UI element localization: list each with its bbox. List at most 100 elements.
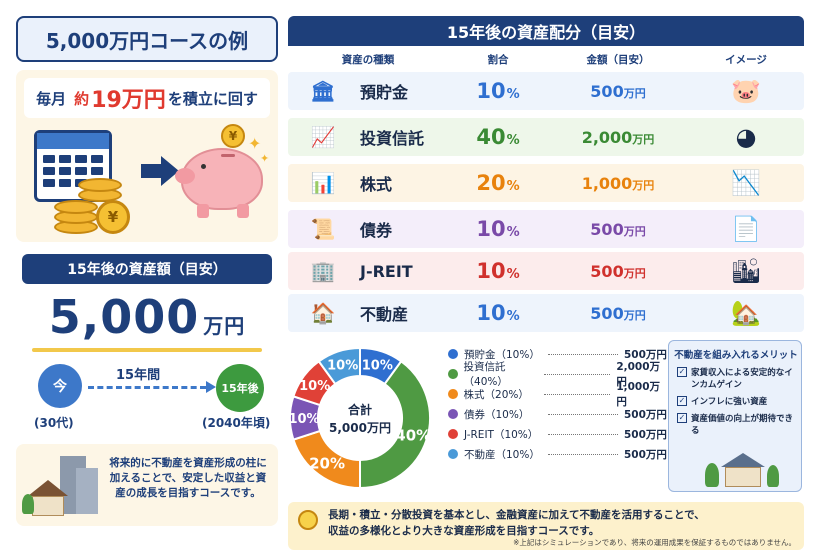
bank-icon: 🏛: [310, 79, 336, 103]
allocation-row: 🏢 J-REIT 10% 500万円 🏙: [288, 252, 804, 290]
monthly-contribution-panel: 毎月 約 19万円 を積立に回す ¥ ¥ ✦ ✦: [16, 70, 278, 242]
asset-amount: 2,000: [581, 127, 633, 147]
legend-label: 預貯金（10%）: [464, 348, 540, 361]
footer-line-1: 長期・積立・分散投資を基本とし、金融資産に加えて不動産を活用することで、: [328, 509, 705, 521]
asset-target-panel: 15年後の資産額（目安） 5,000 万円 今 15年間 15年後 (30代) (…: [16, 250, 278, 436]
asset-ratio-cell: 40%: [448, 125, 548, 149]
footer-line-2: 収益の多様化とより大きな資産形成を目指すコースです。: [328, 525, 600, 537]
check-icon: ✓: [677, 413, 687, 423]
legend-leader: [543, 393, 611, 395]
asset-ratio: 10: [476, 259, 506, 283]
asset-type-cell: 🏢 J-REIT: [288, 256, 448, 286]
footer-text: 長期・積立・分散投資を基本とし、金融資産に加えて不動産を活用することで、 収益の…: [328, 507, 705, 539]
merits-title: 不動産を組み入れるメリット: [674, 350, 798, 361]
amount-unit: 万円: [632, 132, 655, 146]
calendar-icon: [34, 130, 112, 202]
pie-slice: [317, 346, 361, 386]
legend-item: 不動産（10%） 500万円: [448, 444, 668, 464]
asset-ratio-cell: 20%: [448, 171, 548, 195]
legend-label: 投資信託（40%）: [463, 361, 508, 388]
asset-amount: 1,000: [581, 173, 633, 193]
asset-type-cell: 📜 債券: [288, 214, 448, 244]
asset-type-name: 投資信託: [360, 129, 425, 148]
allocation-row: 📊 株式 20% 1,000万円 📉: [288, 164, 804, 202]
legend-value: 2,000万円: [616, 361, 661, 388]
yen-symbol-top: ¥: [228, 129, 238, 143]
monthly-amount: 19万円: [91, 88, 166, 113]
divider: [32, 348, 262, 352]
house-icon: 🏠: [310, 301, 336, 325]
asset-amount: 500: [590, 303, 624, 323]
sparkle-icon: ✦: [248, 134, 262, 153]
legend-value: 500万円: [624, 448, 667, 461]
asset-ratio-cell: 10%: [448, 301, 548, 325]
asset-image-icon: 🐷: [731, 77, 761, 105]
pie-slice-label: 10%: [299, 379, 330, 394]
amount-unit: 万円: [623, 308, 646, 322]
pie-slice-label: 20%: [309, 454, 345, 472]
asset-type-cell: 📈 投資信託: [288, 122, 448, 152]
asset-type-name: 不動産: [360, 305, 409, 324]
later-badge: 15年後: [216, 364, 264, 412]
allocation-row: 📜 債券 10% 500万円 📄: [288, 210, 804, 248]
certificate-icon: 📜: [310, 217, 336, 241]
check-icon: ✓: [677, 367, 687, 377]
legend-dot-icon: [448, 369, 458, 379]
asset-ratio: 10: [476, 79, 506, 103]
yen-coin-icon: ¥: [96, 200, 130, 234]
pie-slice-label: 10%: [362, 359, 393, 374]
header-image: イメージ: [725, 53, 767, 66]
allocation-title: 15年後の資産配分（目安）: [288, 16, 804, 46]
pie-slice: [359, 359, 431, 490]
pct-unit: %: [506, 87, 520, 102]
asset-ratio: 40: [476, 125, 506, 149]
later-label: 15年後: [221, 382, 259, 395]
merit-text: 資産価値の向上が期待できる: [691, 414, 794, 436]
candlestick-icon: 📊: [310, 171, 336, 195]
legend-value: 500万円: [624, 428, 667, 441]
header-type: 資産の種類: [341, 53, 395, 66]
future-note-panel: 将来的に不動産を資産形成の柱に加えることで、安定した収益と資産の成長を目指すコー…: [16, 444, 278, 526]
monthly-prefix: 毎月: [36, 89, 67, 108]
header-ratio: 割合: [487, 53, 509, 66]
asset-ratio: 20: [476, 171, 506, 195]
asset-ratio: 10: [476, 301, 506, 325]
course-title: 5,000万円コースの例: [16, 16, 278, 62]
asset-type-name: 株式: [360, 175, 393, 194]
legend-dot-icon: [448, 349, 458, 359]
pct-unit: %: [506, 309, 520, 324]
allocation-row: 📈 投資信託 40% 2,000万円 ◕: [288, 118, 804, 156]
now-age: (30代): [34, 416, 74, 430]
growth-chart-icon: 📈: [310, 125, 336, 149]
asset-amount-cell: 500万円: [548, 304, 688, 323]
legend-value: 1,000万円: [616, 381, 661, 408]
asset-amount: 500: [590, 81, 624, 101]
merit-text: インフレに強い資産: [691, 397, 768, 407]
allocation-row: 🏛 預貯金 10% 500万円 🐷: [288, 72, 804, 110]
legend-leader: [543, 373, 611, 375]
legend-label: J-REIT（10%）: [464, 428, 539, 441]
legend-item: 投資信託（40%） 2,000万円: [448, 361, 668, 388]
asset-type-cell: 📊 株式: [288, 168, 448, 198]
asset-image-icon: 📉: [731, 169, 761, 197]
allocation-table-header: 資産の種類 割合 金額（目安） イメージ: [288, 48, 804, 70]
pie-center-value: 5,000万円: [329, 421, 391, 435]
legend-leader: [548, 433, 618, 435]
allocation-title-text: 15年後の資産配分（目安）: [446, 23, 646, 42]
monthly-contribution-banner: 毎月 約 19万円 を積立に回す: [24, 78, 270, 118]
asset-type-name: 預貯金: [360, 83, 409, 102]
merit-item: ✓ 資産価値の向上が期待できる: [677, 413, 801, 437]
monthly-suffix: を積立に回す: [167, 89, 258, 108]
legend-dot-icon: [448, 389, 458, 399]
asset-image-icon: 🏡: [731, 299, 761, 327]
monthly-approx: 約: [74, 89, 90, 108]
asset-amount: 500: [590, 261, 624, 281]
legend-value: 500万円: [624, 408, 667, 421]
amount-unit: 万円: [623, 86, 646, 100]
legend-item: 債券（10%） 500万円: [448, 404, 668, 424]
sparkle-icon: ✦: [260, 152, 270, 165]
later-year: (2040年頃): [202, 416, 271, 430]
legend-leader: [548, 353, 618, 355]
yen-coin-top-icon: ¥: [221, 124, 245, 148]
merit-item: ✓ インフレに強い資産: [677, 396, 801, 408]
